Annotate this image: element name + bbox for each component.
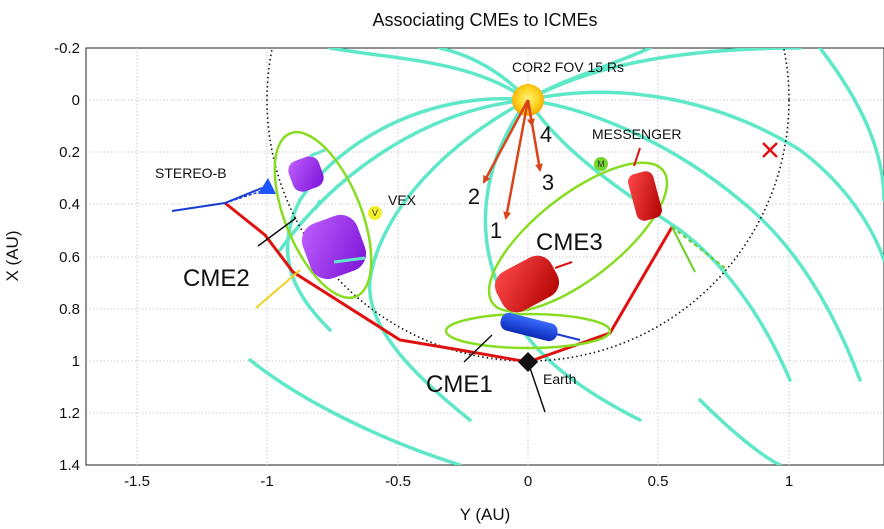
spiral-arm	[248, 358, 462, 465]
y-tick-label: 0.6	[59, 249, 80, 266]
cme1-ellipse	[444, 312, 612, 350]
cme-direction-arrows	[482, 99, 543, 220]
y-tick-labels: -0.2 0 0.2 0.4 0.6 0.8 1 1.2 1.4	[54, 40, 80, 474]
cme2-label: CME2	[183, 265, 250, 292]
arrow-label-3: 3	[542, 170, 554, 195]
x-tick-labels: -1.5 -1 -0.5 0 0.5 1	[124, 473, 793, 490]
cme3-label: CME3	[536, 229, 603, 256]
y-axis-label: X (AU)	[3, 231, 22, 282]
vex-marker-letter: V	[372, 208, 378, 218]
x-tick-label: -1.5	[124, 473, 150, 490]
x-tick-label: -0.5	[385, 473, 411, 490]
spiral-arm	[526, 90, 884, 262]
stereo-b-label: STEREO-B	[155, 165, 227, 181]
y-tick-label: 1.4	[59, 457, 80, 474]
chart-title: Associating CMEs to ICMEs	[372, 10, 597, 30]
y-tick-label: 0.2	[59, 144, 80, 161]
x-tick-label: 0.5	[648, 473, 669, 490]
x-tick-label: 1	[785, 473, 793, 490]
cme1-pointer	[463, 334, 493, 363]
spiral-arm	[328, 48, 530, 102]
y-tick-label: -0.2	[54, 40, 80, 57]
earth-line	[527, 361, 546, 413]
y-tick-label: 0.4	[59, 196, 80, 213]
vex-marker	[368, 206, 382, 220]
spiral-arm	[526, 98, 862, 382]
arrow-label-4: 4	[540, 122, 552, 147]
y-tick-label: 0	[72, 92, 80, 109]
stereo-b-dashed	[224, 189, 266, 204]
arrow-label-1: 1	[490, 218, 502, 243]
stereo-b-icon	[258, 178, 276, 194]
x-tick-label: 0	[524, 473, 532, 490]
cme3-ellipse	[487, 161, 669, 313]
red-x-marker	[762, 142, 778, 158]
vex-line	[255, 269, 301, 309]
spiral-arm	[818, 48, 884, 202]
x-tick-label: -1	[260, 473, 273, 490]
spiral-arm	[698, 398, 782, 465]
messenger-flux-rope	[628, 147, 662, 221]
sun-fov-label: COR2 FOV 15 Rs	[512, 59, 624, 75]
messenger-marker-letter: M	[597, 159, 605, 169]
cme1-flux-rope	[500, 312, 581, 342]
vex-label: VEX	[388, 192, 417, 208]
messenger-marker	[594, 157, 608, 171]
x-axis-label: Y (AU)	[460, 505, 511, 524]
messenger-label: MESSENGER	[592, 126, 681, 142]
cme2-ellipse	[273, 130, 373, 300]
y-tick-label: 1.2	[59, 405, 80, 422]
spiral-arm	[278, 98, 530, 252]
cme-trajectory	[224, 201, 674, 364]
cme2-pointer	[257, 217, 297, 247]
cme3-flux-rope	[494, 255, 573, 313]
spiral-arm	[526, 98, 792, 382]
plot-area	[85, 47, 884, 466]
arrow-label-2: 2	[468, 184, 480, 209]
earth-label: Earth	[543, 371, 576, 387]
y-tick-label: 1	[72, 353, 80, 370]
cme1-label: CME1	[426, 371, 493, 398]
y-tick-label: 0.8	[59, 301, 80, 318]
cme2-flux-ropes	[288, 148, 367, 280]
messenger-line	[671, 226, 696, 273]
